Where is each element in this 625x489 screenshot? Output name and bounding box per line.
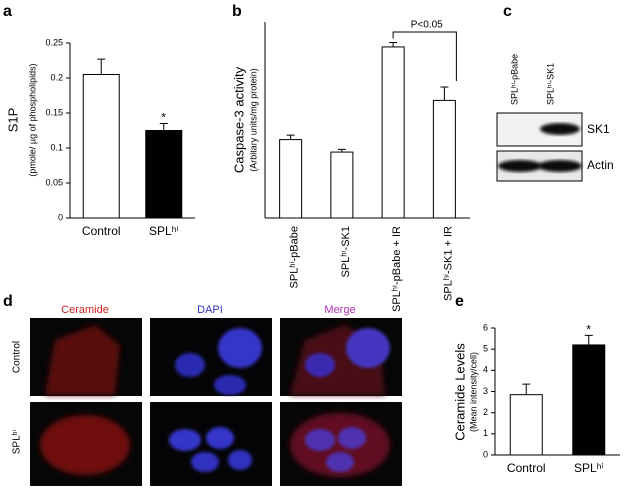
lane-label: SPLʰⁱ-SK1 <box>545 63 555 105</box>
y-tick-label: 0.2 <box>50 72 63 82</box>
annotation: * <box>161 111 166 125</box>
error-bar <box>286 134 295 140</box>
nucleus <box>169 429 201 451</box>
error-bar <box>337 148 346 153</box>
cell-stain <box>45 325 120 395</box>
bar <box>279 139 303 219</box>
panel-label: a <box>3 3 12 20</box>
y-axis-sublabel: (pmole/ µg of phospholipids) <box>27 63 37 176</box>
blot-band <box>538 160 582 172</box>
y-axis-sublabel: (Arbitary units/mg protein) <box>248 68 258 172</box>
y-axis-sublabel: (Mean intensity/cell) <box>468 352 478 432</box>
y-tick-label: 0.05 <box>45 177 63 187</box>
panel-label: d <box>3 293 13 310</box>
panel-label: e <box>455 293 464 310</box>
y-axis-label: Caspase-3 activity <box>231 66 246 173</box>
y-tick-label: 4 <box>483 365 488 375</box>
bar <box>381 46 405 219</box>
bar <box>82 74 120 219</box>
nucleus <box>338 427 366 449</box>
bar <box>145 130 183 219</box>
column-label: Ceramide <box>61 304 109 316</box>
x-tick-label: Control <box>82 224 121 238</box>
significance-bracket <box>392 31 457 82</box>
y-tick-label: 5 <box>483 344 488 354</box>
bar <box>330 151 354 219</box>
error-bar <box>389 41 398 47</box>
nucleus <box>326 452 354 472</box>
bar <box>572 344 606 456</box>
nucleus <box>346 328 390 368</box>
error-bar <box>97 58 106 75</box>
column-label: Merge <box>324 304 355 316</box>
nucleus <box>214 375 246 395</box>
nucleus <box>175 353 205 377</box>
nucleus <box>305 353 335 377</box>
x-tick-label: SPLʰⁱ-SK1 <box>340 226 352 277</box>
y-tick-label: 3 <box>483 386 488 396</box>
x-tick-label: SPLʰⁱ <box>574 461 603 475</box>
row-label: Control <box>12 341 23 373</box>
nucleus <box>305 429 335 451</box>
panel-label: b <box>232 3 242 20</box>
blot-band <box>498 160 542 172</box>
x-tick-label: SPLʰⁱ-pBabe <box>289 226 301 288</box>
panel-label: c <box>503 3 512 20</box>
y-tick-label: 1 <box>483 428 488 438</box>
bar <box>509 394 543 456</box>
nucleus <box>191 452 219 472</box>
column-label: DAPI <box>197 304 223 316</box>
x-tick-label: Control <box>507 461 546 475</box>
error-bar <box>159 123 168 131</box>
y-tick-label: 0 <box>483 449 488 459</box>
y-tick-label: 0.1 <box>50 142 63 152</box>
y-tick-label: 0.25 <box>45 37 63 47</box>
cell-stain <box>290 413 390 477</box>
x-tick-label: SPLʰⁱ <box>149 224 178 238</box>
blot-band <box>540 123 580 135</box>
row-label: SPLʰⁱ <box>12 430 23 455</box>
cell-stain <box>40 415 130 475</box>
y-tick-label: 0.15 <box>45 107 63 117</box>
error-bar <box>522 383 531 395</box>
nucleus <box>206 427 234 449</box>
y-tick-label: 0 <box>58 212 63 222</box>
y-tick-label: 6 <box>483 322 488 332</box>
annotation: P<0.05 <box>411 20 443 31</box>
x-tick-label: SPLʰⁱ-SK1 + IR <box>442 226 454 301</box>
annotation: * <box>586 323 591 337</box>
error-bar <box>440 86 449 101</box>
y-axis-label: Ceramide Levels <box>452 343 467 441</box>
nucleus <box>218 328 262 368</box>
nucleus <box>228 450 252 470</box>
microscopy: Ceramide DAPI Merge Control SPLʰⁱ <box>12 304 402 486</box>
bar <box>432 99 456 219</box>
band-label: Actin <box>587 158 614 172</box>
band-label: SK1 <box>587 122 610 136</box>
x-tick-label: SPLʰⁱ-pBabe + IR <box>391 226 403 312</box>
y-tick-label: 2 <box>483 407 488 417</box>
error-bar <box>584 334 593 345</box>
y-axis-label: S1P <box>5 108 20 133</box>
western-blot: SPLʰⁱ-pBabe SPLʰⁱ-SK1 SK1 Actin <box>496 54 614 182</box>
lane-label: SPLʰⁱ-pBabe <box>509 54 519 105</box>
